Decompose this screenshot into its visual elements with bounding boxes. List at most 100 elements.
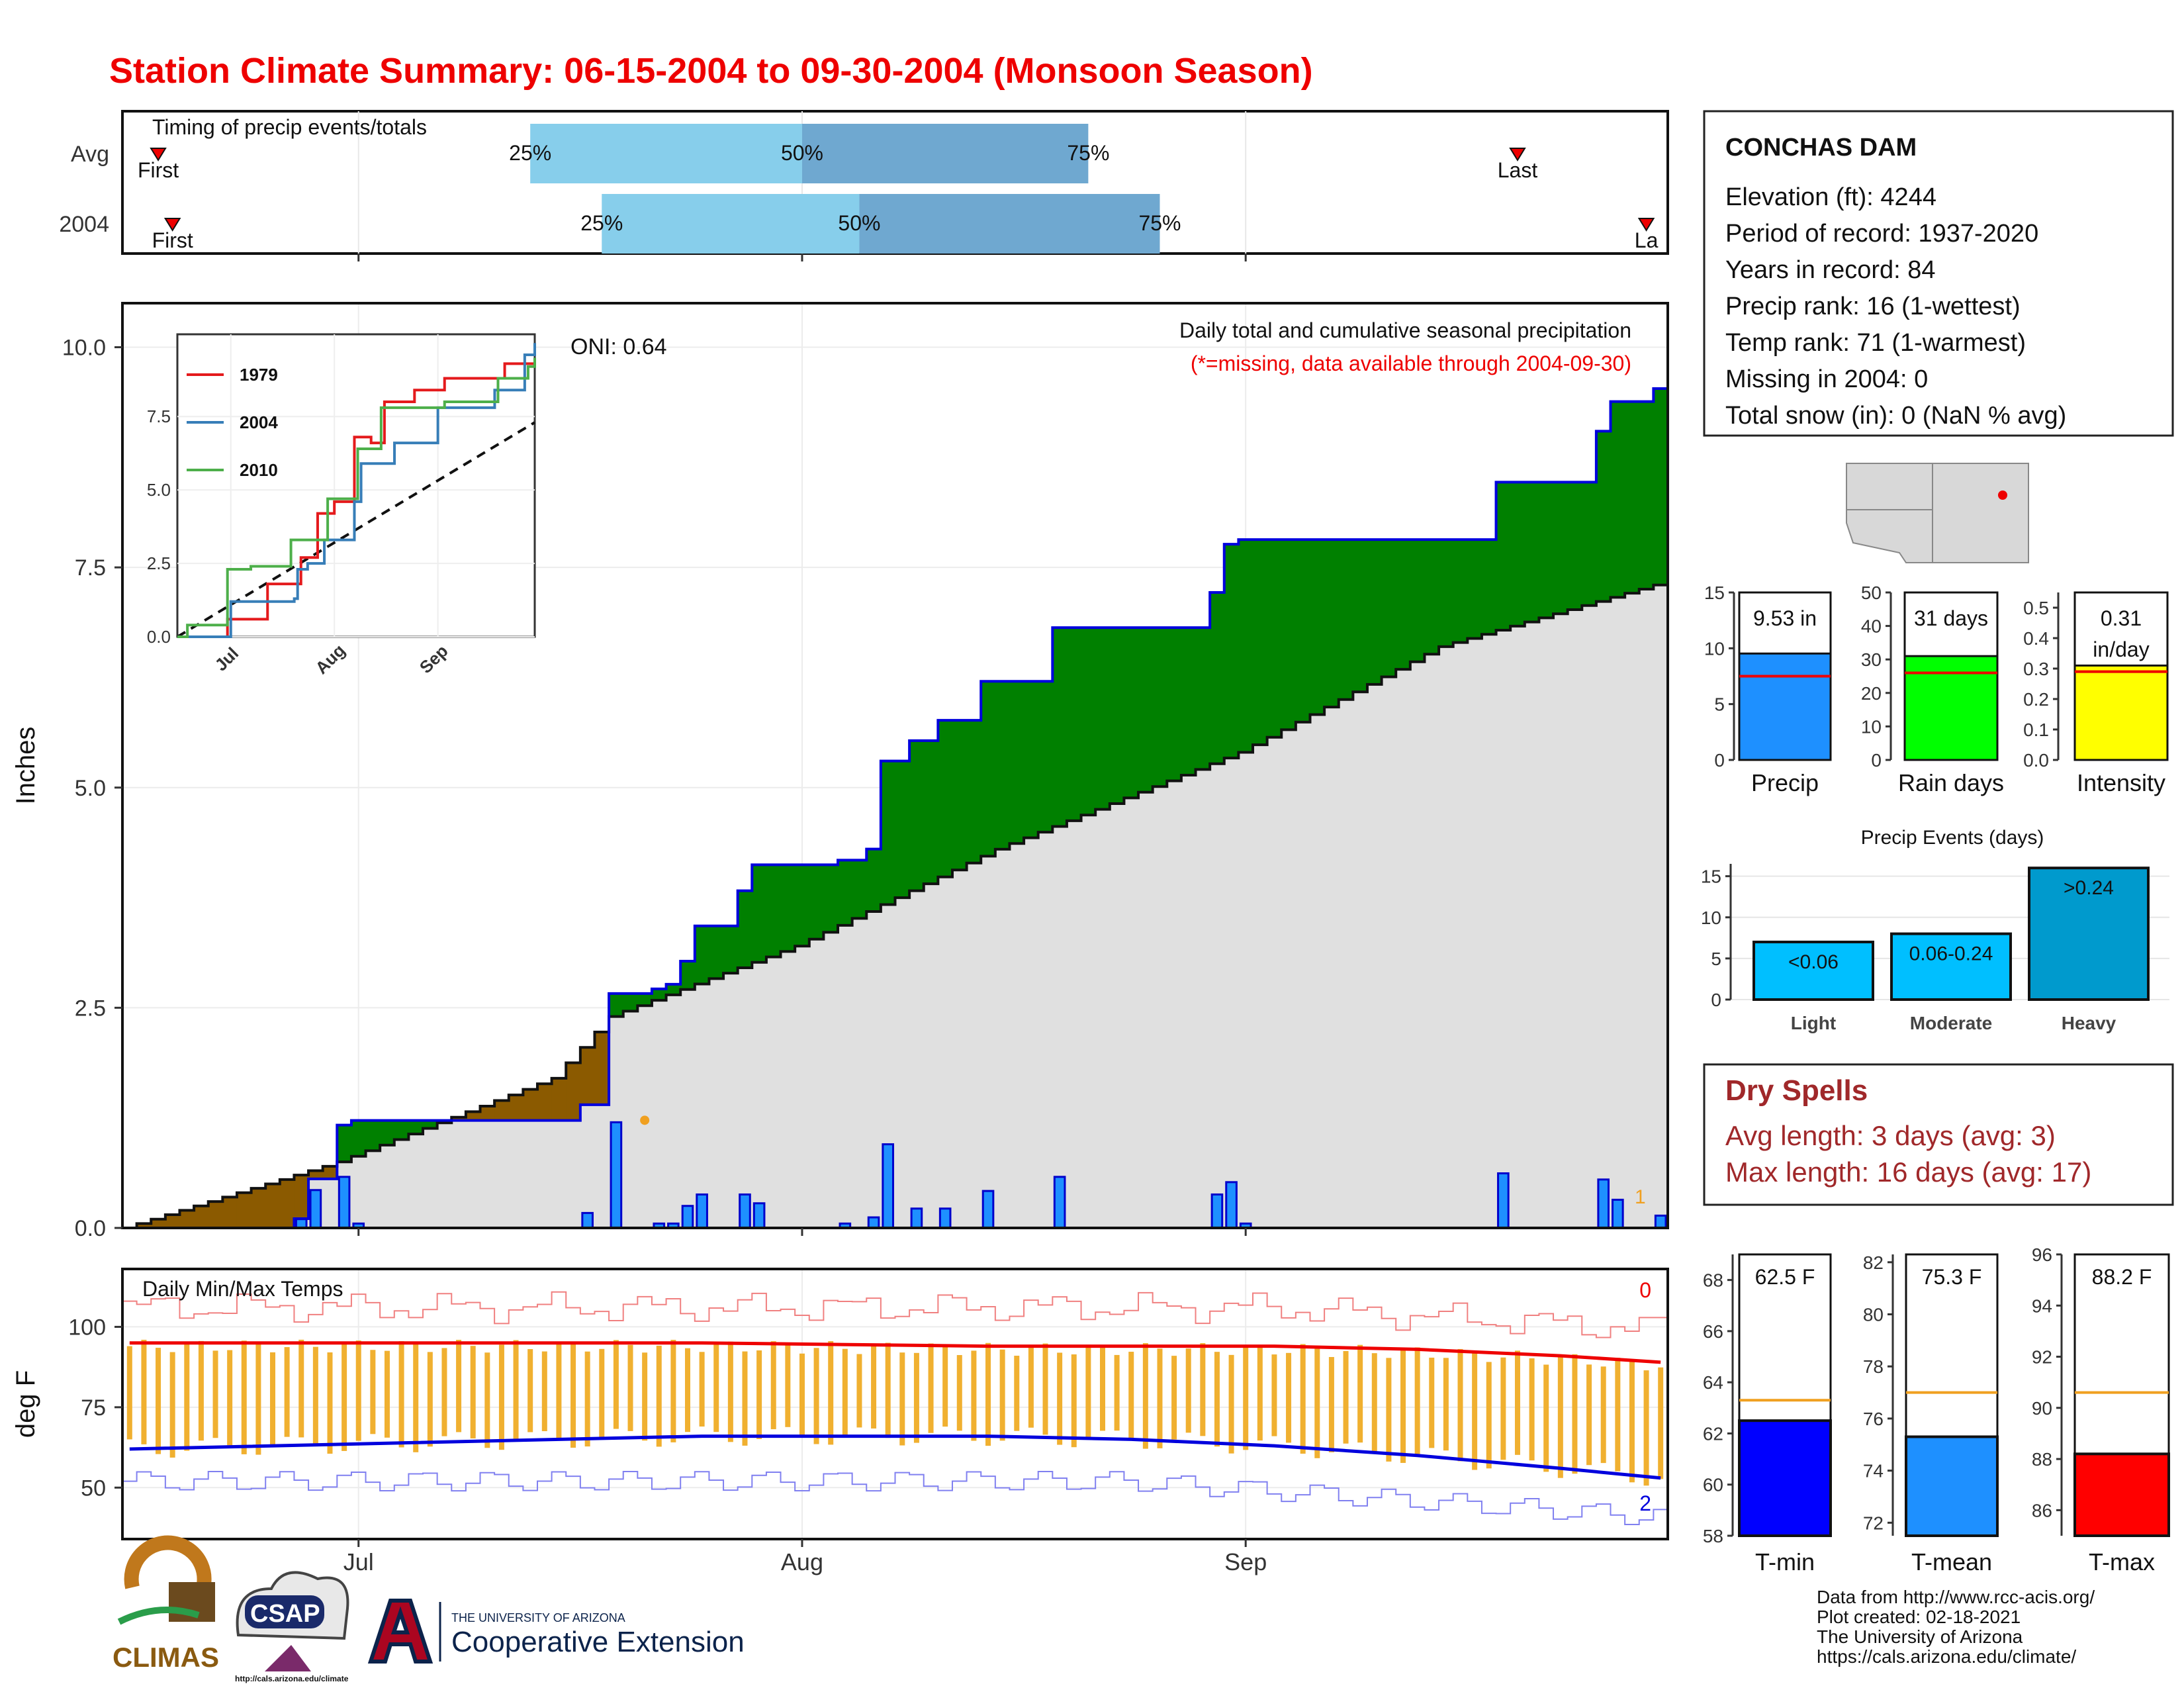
below-average-fill: [236, 1192, 252, 1228]
above-average-fill: [737, 890, 752, 968]
daily-temp-range-bar: [842, 1348, 848, 1436]
bar-value-label: 9.53 in: [1753, 606, 1817, 630]
plot-background: [122, 1269, 1668, 1539]
daily-temp-range-bar: [599, 1348, 605, 1437]
daily-temp-range-bar: [1429, 1357, 1435, 1448]
below-average-fill: [251, 1188, 266, 1228]
above-average-fill: [1481, 539, 1497, 635]
above-average-fill: [365, 1120, 381, 1151]
tempbar-y-tick: 58: [1703, 1526, 1723, 1546]
daily-temp-range-bar: [1643, 1370, 1649, 1486]
daily-temp-range-bar: [1171, 1356, 1177, 1440]
timing-row-label: 2004: [59, 212, 109, 237]
daily-temp-range-bar: [699, 1352, 705, 1427]
tempbar-y-tick: 90: [2032, 1398, 2052, 1419]
daily-temp-range-bar: [1443, 1358, 1449, 1451]
station-info-line: Missing in 2004: 0: [1725, 365, 1928, 393]
bar-name-label: Precip: [1751, 769, 1819, 796]
daily-temp-range-bar: [169, 1352, 175, 1458]
tempbar-name-label: T-max: [2089, 1548, 2155, 1575]
daily-temp-range-bar: [656, 1345, 662, 1447]
bar-y-tick: 0.5: [2023, 598, 2049, 618]
bar-y-tick: 30: [1861, 649, 1882, 670]
daily-temp-range-bar: [227, 1350, 233, 1446]
above-average-fill: [1453, 539, 1468, 643]
daily-temp-range-bar: [828, 1341, 834, 1445]
daily-temp-range-bar: [1572, 1354, 1578, 1474]
above-average-fill: [351, 1120, 367, 1156]
bar-value-label: 0.31: [2101, 606, 2142, 630]
daily-temp-range-bar: [1486, 1362, 1492, 1469]
page-title: Station Climate Summary: 06-15-2004 to 0…: [109, 51, 1313, 91]
timing-marker-label: Last: [1498, 158, 1538, 182]
above-average-fill: [1353, 539, 1368, 692]
above-average-fill: [909, 740, 925, 891]
ua-logo: THE UNIVERSITY OF ARIZONA Cooperative Ex…: [367, 1599, 745, 1664]
above-average-fill: [1081, 628, 1096, 816]
daily-temp-range-bar: [1414, 1347, 1420, 1456]
below-average-fill: [208, 1201, 223, 1228]
above-average-fill: [1066, 628, 1082, 821]
daily-temp-range-bar: [1185, 1348, 1191, 1433]
above-average-fill: [666, 984, 681, 995]
daily-precip-bar: [938, 1207, 952, 1229]
precip-panel-note: Daily total and cumulative seasonal prec…: [1179, 318, 1631, 342]
daily-temp-range-bar: [212, 1350, 218, 1438]
missing-data-note: (*=missing, data available through 2004-…: [1191, 352, 1631, 375]
above-average-fill: [423, 1120, 438, 1129]
above-average-fill: [1138, 628, 1154, 792]
above-average-fill: [1224, 544, 1239, 759]
station-name: CONCHAS DAM: [1725, 134, 1917, 162]
above-average-fill: [1052, 628, 1068, 827]
plot-frame: [121, 1268, 1669, 1540]
daily-precip-bar: [752, 1202, 766, 1229]
above-average-fill: [1439, 539, 1454, 647]
daily-temp-range-bar: [456, 1339, 462, 1432]
daily-temp-range-bar: [742, 1351, 748, 1446]
daily-temp-range-bar: [813, 1348, 819, 1444]
inset-y-tick: 7.5: [147, 406, 171, 426]
summary-bar-0: [1738, 652, 1832, 761]
tempbar-y-tick: 74: [1863, 1461, 1884, 1481]
below-average-fill: [508, 1095, 523, 1121]
above-average-fill: [1639, 401, 1654, 589]
bar-y-tick: 0.4: [2023, 628, 2049, 649]
daily-precip-bar: [581, 1211, 594, 1229]
dry-max-length: Max length: 16 days (avg: 17): [1725, 1156, 2091, 1188]
above-average-fill: [1610, 401, 1625, 598]
daily-temp-range-bar: [1142, 1343, 1148, 1449]
y-tick-label: 5.0: [75, 776, 106, 801]
daily-temp-range-bar: [1057, 1352, 1063, 1445]
above-average-fill: [852, 860, 867, 919]
daily-temp-range-bar: [312, 1346, 318, 1447]
avg-cumulative-line: [122, 583, 1668, 1229]
quartile-bar: [530, 124, 802, 183]
daily-precip-bar: [739, 1193, 751, 1229]
above-average-fill: [1524, 482, 1540, 622]
daily-temp-range-bar: [1586, 1364, 1592, 1466]
bar-y-tick: 0: [1871, 750, 1882, 771]
events-y-tick: 10: [1701, 908, 1721, 928]
above-average-fill: [1253, 539, 1268, 745]
record-low-count: 2: [1639, 1491, 1651, 1515]
above-average-fill: [1510, 482, 1525, 626]
tempbar-y-tick: 78: [1863, 1356, 1884, 1377]
summary-bar-2: [2073, 664, 2169, 761]
daily-temp-range-bar: [756, 1350, 762, 1439]
daily-temp-range-bar: [871, 1345, 877, 1429]
y-tick-label: 50: [81, 1476, 106, 1501]
bar-name-label: Intensity: [2077, 769, 2165, 796]
daily-temp-range-bar: [670, 1340, 676, 1442]
bar-y-tick: 50: [1861, 583, 1882, 603]
ua-small-text: THE UNIVERSITY OF ARIZONA: [451, 1611, 625, 1624]
daily-temp-range-bar: [1014, 1356, 1020, 1431]
bar-value-unit: in/day: [2093, 637, 2149, 661]
below-average-fill: [165, 1215, 181, 1228]
daily-temp-range-bar: [1600, 1366, 1606, 1464]
event-bar: [1890, 932, 2012, 1002]
above-average-fill: [1024, 681, 1039, 838]
daily-temp-range-bar: [1128, 1352, 1134, 1440]
daily-temp-range-bar: [498, 1344, 504, 1450]
daily-precip-bar: [882, 1143, 895, 1229]
bar-y-tick: 10: [1861, 716, 1882, 737]
